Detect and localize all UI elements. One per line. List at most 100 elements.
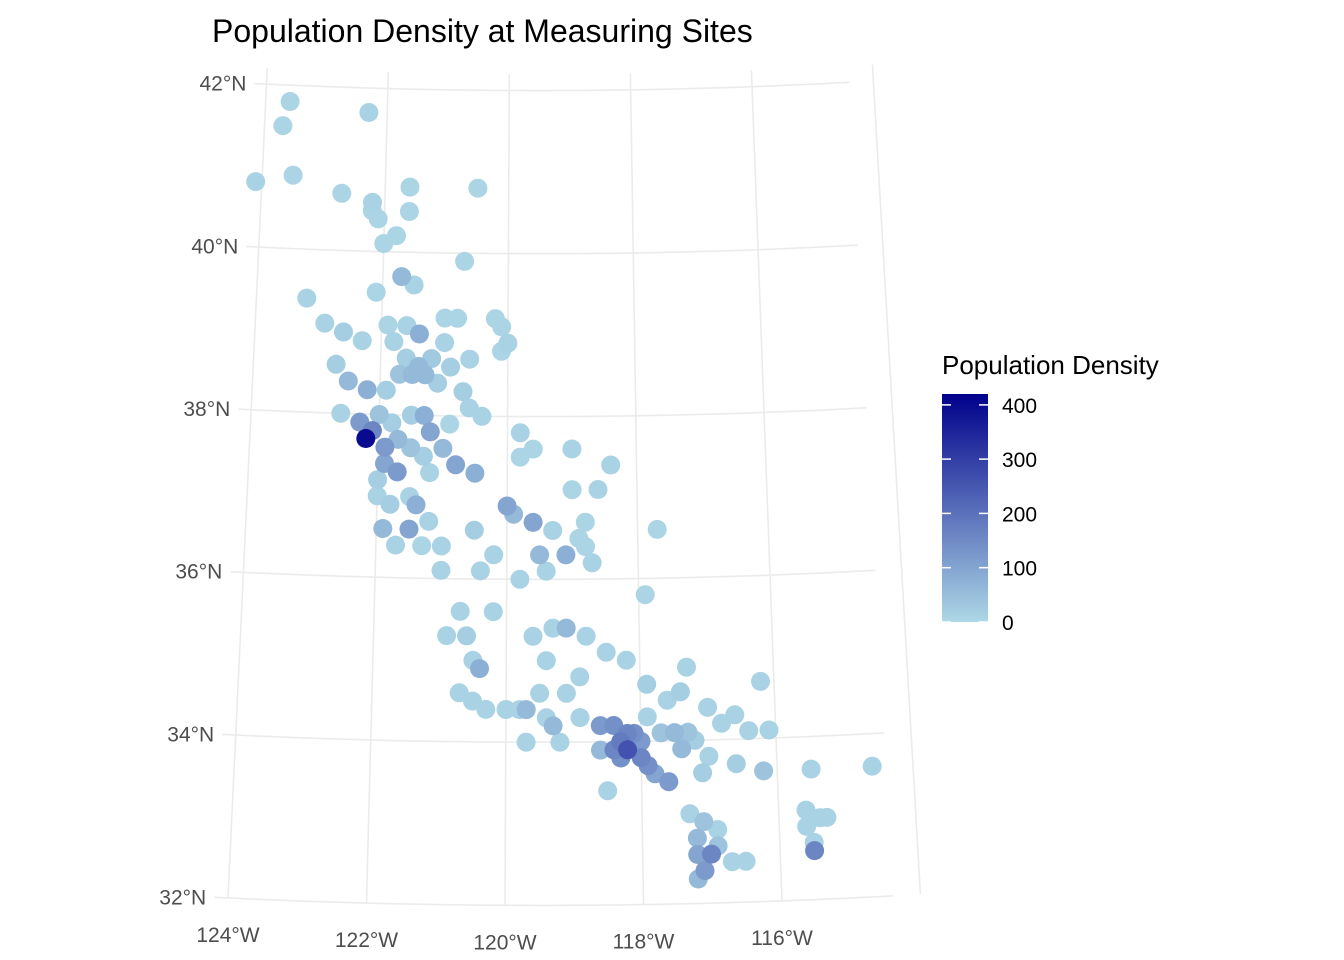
site-point bbox=[460, 349, 480, 369]
site-point bbox=[359, 103, 379, 122]
site-point bbox=[591, 740, 610, 760]
site-point bbox=[562, 439, 582, 459]
site-point bbox=[331, 403, 351, 423]
site-point bbox=[483, 602, 503, 622]
site-point bbox=[326, 354, 346, 374]
site-point bbox=[433, 438, 453, 458]
site-point bbox=[562, 480, 582, 500]
site-point bbox=[556, 618, 576, 638]
site-point bbox=[516, 700, 536, 720]
site-point bbox=[420, 463, 440, 483]
site-point bbox=[414, 406, 434, 425]
site-point bbox=[376, 380, 396, 400]
site-point bbox=[601, 455, 621, 475]
site-point bbox=[570, 708, 590, 728]
site-point bbox=[464, 520, 484, 540]
site-point bbox=[332, 183, 352, 203]
site-point bbox=[575, 512, 595, 532]
site-point bbox=[759, 720, 779, 740]
x-tick-label: 120°W bbox=[473, 931, 536, 954]
x-tick-label: 118°W bbox=[613, 931, 675, 954]
site-point bbox=[862, 756, 882, 776]
y-tick-label: 40°N bbox=[191, 236, 238, 259]
legend-tick-label: 0 bbox=[1002, 612, 1014, 635]
site-point bbox=[470, 659, 489, 679]
site-point bbox=[618, 740, 638, 760]
site-point bbox=[659, 772, 679, 792]
site-point bbox=[576, 537, 595, 557]
site-point bbox=[702, 844, 721, 864]
site-point bbox=[440, 414, 460, 434]
y-tick-label: 36°N bbox=[175, 561, 222, 584]
site-point bbox=[672, 739, 692, 759]
site-point bbox=[375, 437, 395, 457]
site-point bbox=[450, 601, 470, 621]
site-point bbox=[688, 845, 708, 864]
site-point bbox=[543, 521, 563, 540]
site-point bbox=[453, 382, 473, 402]
site-point bbox=[805, 841, 825, 861]
site-point bbox=[536, 561, 556, 581]
legend-title: Population Density bbox=[942, 350, 1159, 380]
site-point bbox=[368, 209, 388, 229]
site-point bbox=[399, 519, 419, 539]
site-point bbox=[637, 707, 657, 727]
site-point bbox=[315, 313, 335, 333]
y-tick-label: 32°N bbox=[159, 886, 206, 909]
site-point bbox=[576, 626, 596, 646]
site-point bbox=[543, 618, 563, 638]
site-point bbox=[588, 480, 608, 499]
legend: Population Density 400 300 200 100 0 bbox=[942, 350, 1159, 635]
meridian-gridline bbox=[504, 74, 511, 906]
site-point bbox=[380, 494, 400, 514]
site-point bbox=[695, 861, 715, 881]
site-point bbox=[484, 545, 504, 565]
site-point bbox=[431, 560, 451, 580]
y-tick-label: 42°N bbox=[199, 73, 246, 96]
meridian-gridline bbox=[227, 67, 269, 899]
site-point bbox=[510, 569, 530, 589]
site-point bbox=[590, 716, 610, 736]
site-point bbox=[670, 682, 690, 702]
site-point bbox=[406, 495, 426, 515]
site-point bbox=[446, 455, 466, 475]
site-point bbox=[708, 820, 728, 839]
site-point bbox=[556, 545, 576, 565]
site-point bbox=[246, 172, 266, 192]
site-point bbox=[419, 511, 439, 531]
site-point bbox=[387, 462, 407, 482]
y-tick-label: 38°N bbox=[183, 398, 230, 421]
site-point bbox=[510, 447, 530, 467]
site-point bbox=[356, 429, 376, 448]
legend-tick-label: 100 bbox=[1002, 558, 1037, 581]
site-point bbox=[530, 545, 550, 565]
site-point bbox=[596, 642, 616, 662]
site-point bbox=[496, 700, 516, 719]
site-point bbox=[409, 324, 429, 344]
site-point bbox=[698, 697, 718, 717]
data-points bbox=[246, 92, 882, 889]
site-point bbox=[754, 761, 774, 781]
site-point bbox=[334, 322, 353, 342]
legend-tick-label: 200 bbox=[1002, 503, 1037, 526]
site-point bbox=[392, 267, 412, 287]
y-axis-ticks: 42°N 40°N 38°N 36°N 34°N 32°N bbox=[159, 73, 246, 910]
site-point bbox=[368, 470, 388, 490]
site-point bbox=[399, 202, 419, 221]
site-point bbox=[465, 463, 485, 483]
site-point bbox=[420, 422, 440, 442]
site-point bbox=[437, 626, 457, 646]
site-point bbox=[797, 816, 817, 836]
site-point bbox=[725, 705, 745, 725]
y-tick-label: 34°N bbox=[167, 723, 214, 746]
site-point bbox=[448, 308, 468, 328]
site-point bbox=[338, 371, 358, 391]
site-point bbox=[470, 561, 490, 581]
site-point bbox=[366, 282, 386, 302]
site-point bbox=[441, 357, 460, 377]
site-point bbox=[492, 317, 512, 337]
site-point bbox=[386, 535, 405, 555]
parallel-gridline bbox=[214, 895, 893, 907]
site-point bbox=[273, 116, 293, 136]
